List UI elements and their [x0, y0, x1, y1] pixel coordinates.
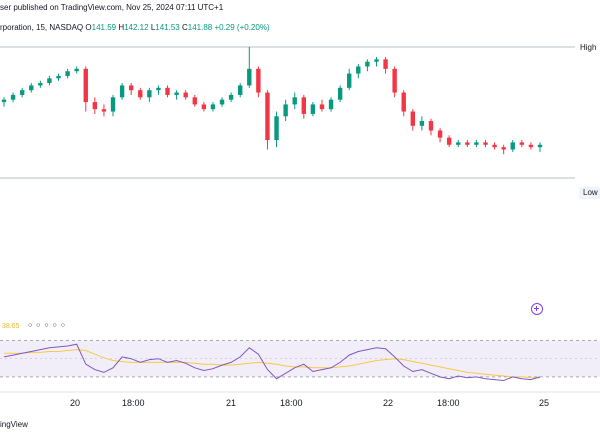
candle-body [192, 97, 197, 105]
candle-body [1, 99, 7, 103]
candle-body [110, 97, 116, 112]
candle-body [337, 87, 343, 100]
symbol-name: rporation, 15, NASDAQ [0, 23, 84, 32]
rsi-ma-line [4, 349, 540, 379]
ohlc-open-label: O [85, 23, 92, 32]
candle-body [374, 59, 379, 62]
candle-body [292, 97, 297, 105]
candle-body [238, 85, 243, 95]
candle-body [410, 111, 416, 126]
candle-body [56, 75, 61, 79]
candle-body [29, 85, 34, 91]
candle-body [47, 78, 52, 84]
x-tick-label: 20 [70, 398, 81, 408]
candle-body [492, 144, 497, 148]
candle-body [328, 99, 334, 110]
ohlc-change: +0.29 (+0.20%) [214, 23, 270, 32]
candle-body [474, 142, 479, 145]
candle-body [283, 104, 288, 117]
tradingview-watermark: ingView [0, 420, 28, 429]
candle-body [101, 109, 107, 112]
indicator-settings-dots[interactable]: ○ ○ ○ ○ ○ [28, 322, 66, 329]
candle-body [446, 137, 452, 145]
reference-lines [0, 46, 575, 179]
candle-body [156, 87, 161, 91]
candle-body [174, 92, 179, 95]
candle-body [392, 68, 397, 93]
candle-body [274, 116, 279, 141]
low-price-tag: Low [579, 187, 600, 199]
candle-body [256, 68, 261, 93]
candle-body [437, 130, 443, 138]
plus-circle-icon[interactable] [531, 303, 543, 315]
candle-body [201, 104, 207, 110]
candle-body [428, 121, 434, 131]
candle-body [228, 94, 234, 100]
candle-body [501, 147, 506, 150]
candle-body [183, 92, 188, 98]
candle-body [138, 90, 143, 98]
candle-body [301, 97, 306, 114]
ohlc-high: 142.12 [124, 23, 149, 32]
x-tick-label: 18:00 [437, 398, 460, 408]
candle-body [537, 144, 543, 148]
candle-body [356, 66, 361, 74]
candle-body [128, 85, 134, 91]
publisher-line: ser published on TradingView.com, Nov 25… [0, 3, 224, 12]
candle-body [38, 83, 43, 86]
candle-body [383, 59, 388, 69]
candle-body [265, 92, 270, 141]
symbol-legend: rporation, 15, NASDAQ O141.59 H142.12 L1… [0, 23, 270, 33]
x-tick-label: 21 [226, 398, 237, 408]
candle-body [319, 104, 325, 110]
candle-body [519, 142, 525, 145]
candle-body [465, 142, 470, 145]
x-tick-label: 22 [383, 398, 394, 408]
rsi-pane [0, 340, 600, 382]
ohlc-low: 141.53 [155, 23, 180, 32]
candle-body [165, 87, 170, 95]
x-tick-label: 18:00 [280, 398, 303, 408]
candle-body [92, 102, 98, 110]
ohlc-open: 141.59 [91, 23, 117, 32]
candle-body [19, 90, 25, 95]
candle-body [83, 68, 88, 103]
x-tick-label: 18:00 [122, 398, 145, 408]
candle-body [210, 104, 216, 110]
candle-body [119, 85, 125, 98]
candle-body [147, 90, 152, 98]
candle-body [401, 92, 406, 112]
candle-body [247, 68, 252, 86]
candle-body [456, 142, 461, 145]
candle-body [65, 71, 70, 76]
candle-body [347, 73, 352, 88]
candle-body [528, 144, 534, 148]
candle-body [310, 104, 316, 114]
ohlc-close: 141.88 [187, 23, 213, 32]
candle-body [483, 142, 488, 145]
x-tick-label: 25 [539, 398, 550, 408]
candle-body [219, 99, 225, 105]
candle-body [365, 61, 370, 67]
rsi-line [3, 343, 541, 382]
ohlc-close-label: C [181, 23, 188, 32]
rsi-value-label: 38.65 [2, 323, 20, 330]
high-price-tag: High [576, 42, 600, 54]
candle-body [74, 68, 79, 72]
ohlc-high-label: H [118, 23, 125, 32]
candle-body [10, 94, 16, 100]
candles-layer [1, 47, 543, 155]
ohlc-low-label: L [150, 23, 156, 32]
candle-body [419, 121, 425, 126]
candle-body [510, 142, 515, 150]
